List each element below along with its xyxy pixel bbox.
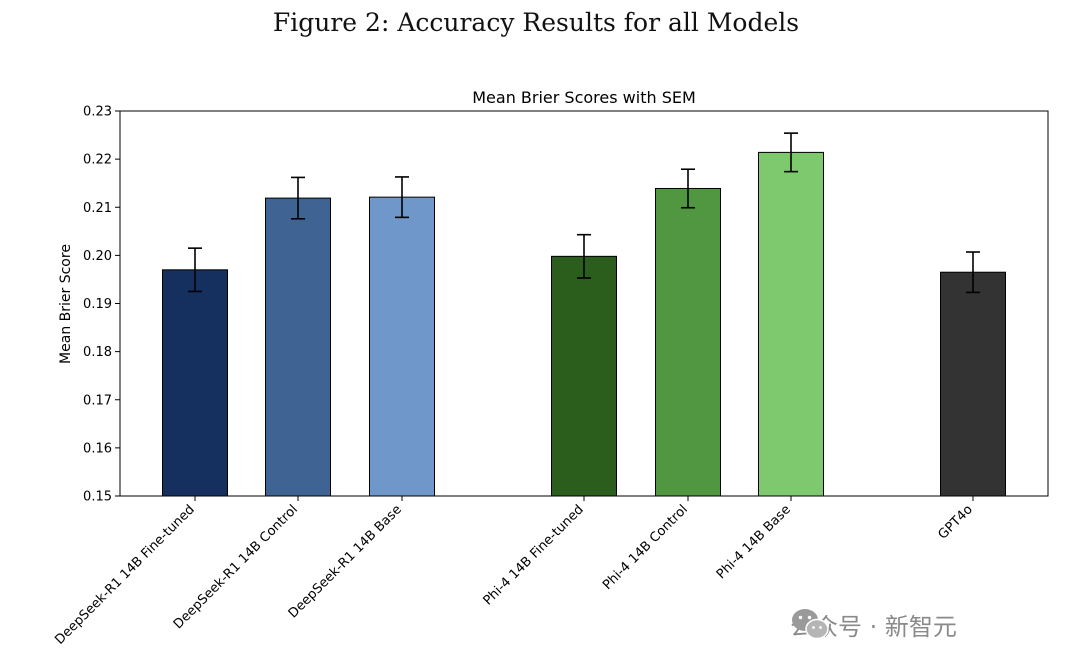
x-tick-label: Phi-4 14B Fine-tuned [481, 502, 587, 608]
chart-title: Mean Brier Scores with SEM [472, 88, 696, 107]
x-tick-label: GPT4o [935, 502, 975, 542]
bar [758, 151, 824, 497]
y-tick-label: 0.15 [83, 490, 112, 505]
bar [940, 271, 1006, 497]
y-tick-label: 0.16 [83, 441, 112, 456]
x-tick-label: Phi-4 14B Base [714, 502, 794, 582]
bar [162, 269, 228, 497]
error-bar [188, 247, 202, 293]
y-tick-label: 0.20 [83, 249, 112, 264]
wechat-icon [792, 609, 829, 640]
error-bars-layer [188, 132, 980, 294]
error-bar [966, 251, 980, 294]
bar [655, 187, 721, 497]
bar [369, 196, 435, 497]
error-bar [681, 168, 695, 209]
error-bar [784, 132, 798, 173]
error-bar [577, 233, 591, 279]
plot-frame [119, 110, 1049, 497]
bar [265, 197, 331, 497]
error-bar [291, 176, 305, 220]
y-tick-label: 0.21 [83, 201, 112, 216]
x-tick-label: DeepSeek-R1 14B Control [171, 502, 301, 632]
x-tick-label: Phi-4 14B Control [600, 502, 691, 593]
y-tick-label: 0.18 [83, 345, 112, 360]
y-tick-label: 0.23 [83, 105, 112, 120]
y-axis-label: Mean Brier Score [58, 244, 74, 364]
error-bar [395, 176, 409, 219]
y-ticks-layer: 0.15 0.16 0.17 0.18 0.19 0.20 0.21 0.22 0.23 [83, 105, 120, 505]
y-tick-label: 0.19 [83, 297, 112, 312]
x-tick-label: DeepSeek-R1 14B Base [286, 502, 405, 621]
bars-layer [162, 151, 1006, 497]
watermark: 公众号 · 新智元 [790, 606, 957, 642]
y-tick-label: 0.17 [83, 393, 112, 408]
bar [551, 255, 617, 497]
y-tick-label: 0.22 [83, 153, 112, 168]
figure-caption: Figure 2: Accuracy Results for all Model… [272, 8, 800, 37]
